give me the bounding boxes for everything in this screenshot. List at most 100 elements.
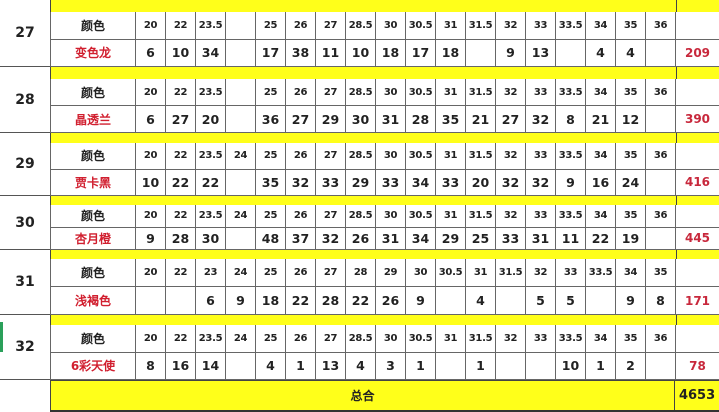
row-total[interactable]: 171 xyxy=(675,287,719,315)
size-cell[interactable]: 31 xyxy=(435,143,465,170)
quantity-cell[interactable]: 31 xyxy=(375,106,405,133)
quantity-cell[interactable]: 19 xyxy=(615,227,645,250)
size-cell[interactable]: 34 xyxy=(585,325,615,353)
quantity-cell[interactable]: 26 xyxy=(375,287,405,315)
size-cell[interactable]: 27 xyxy=(315,143,345,170)
quantity-cell[interactable]: 10 xyxy=(345,39,375,67)
quantity-cell[interactable]: 25 xyxy=(465,227,495,250)
size-cell[interactable]: 23.5 xyxy=(195,325,225,353)
quantity-cell[interactable]: 9 xyxy=(135,227,165,250)
quantity-cell[interactable]: 1 xyxy=(465,352,495,380)
size-cell[interactable]: 24 xyxy=(225,325,255,353)
quantity-cell[interactable]: 1 xyxy=(585,352,615,380)
size-cell[interactable]: 25 xyxy=(255,12,285,40)
quantity-cell[interactable]: 1 xyxy=(285,352,315,380)
size-cell[interactable]: 28.5 xyxy=(345,143,375,170)
size-cell[interactable]: 25 xyxy=(255,79,285,106)
quantity-cell[interactable]: 13 xyxy=(315,352,345,380)
quantity-cell[interactable] xyxy=(225,39,255,67)
quantity-cell[interactable]: 2 xyxy=(615,352,645,380)
quantity-cell[interactable] xyxy=(225,352,255,380)
quantity-cell[interactable]: 28 xyxy=(405,106,435,133)
size-cell[interactable]: 27 xyxy=(315,79,345,106)
quantity-cell[interactable]: 29 xyxy=(435,227,465,250)
size-cell[interactable]: 20 xyxy=(135,12,165,40)
size-cell[interactable]: 23.5 xyxy=(195,12,225,40)
quantity-cell[interactable] xyxy=(645,39,675,67)
quantity-cell[interactable] xyxy=(165,287,195,315)
quantity-cell[interactable]: 16 xyxy=(165,352,195,380)
size-cell[interactable]: 36 xyxy=(645,143,675,170)
size-cell[interactable]: 32 xyxy=(495,79,525,106)
size-cell[interactable]: 31.5 xyxy=(495,259,525,287)
size-cell[interactable]: 20 xyxy=(135,259,165,287)
quantity-cell[interactable]: 22 xyxy=(285,287,315,315)
quantity-cell[interactable]: 48 xyxy=(255,227,285,250)
quantity-cell[interactable]: 12 xyxy=(615,106,645,133)
size-cell[interactable]: 32 xyxy=(495,12,525,40)
size-cell[interactable]: 31 xyxy=(465,259,495,287)
quantity-cell[interactable]: 13 xyxy=(525,39,555,67)
quantity-cell[interactable]: 32 xyxy=(285,169,315,196)
size-cell[interactable]: 28 xyxy=(345,259,375,287)
size-cell[interactable]: 27 xyxy=(315,12,345,40)
size-cell[interactable]: 26 xyxy=(285,143,315,170)
row-total[interactable]: 445 xyxy=(675,227,719,250)
size-cell[interactable]: 31.5 xyxy=(465,205,495,228)
row-total[interactable]: 416 xyxy=(675,169,719,196)
size-cell[interactable]: 33.5 xyxy=(555,325,585,353)
size-cell[interactable]: 26 xyxy=(285,325,315,353)
quantity-cell[interactable]: 31 xyxy=(375,227,405,250)
size-cell[interactable]: 32 xyxy=(495,205,525,228)
size-cell[interactable]: 33 xyxy=(525,143,555,170)
quantity-cell[interactable]: 32 xyxy=(495,169,525,196)
quantity-cell[interactable]: 20 xyxy=(465,169,495,196)
size-cell[interactable]: 35 xyxy=(615,12,645,40)
quantity-cell[interactable]: 10 xyxy=(165,39,195,67)
quantity-cell[interactable]: 29 xyxy=(345,169,375,196)
quantity-cell[interactable] xyxy=(585,287,615,315)
quantity-cell[interactable]: 4 xyxy=(255,352,285,380)
size-cell[interactable] xyxy=(225,12,255,40)
quantity-cell[interactable] xyxy=(645,352,675,380)
size-cell[interactable]: 33 xyxy=(525,79,555,106)
size-cell[interactable]: 20 xyxy=(135,143,165,170)
quantity-cell[interactable]: 17 xyxy=(255,39,285,67)
size-cell[interactable]: 33 xyxy=(525,325,555,353)
quantity-cell[interactable]: 29 xyxy=(315,106,345,133)
size-cell[interactable]: 24 xyxy=(225,143,255,170)
quantity-cell[interactable]: 9 xyxy=(405,287,435,315)
quantity-cell[interactable]: 18 xyxy=(435,39,465,67)
size-cell[interactable]: 31.5 xyxy=(465,325,495,353)
quantity-cell[interactable]: 16 xyxy=(585,169,615,196)
quantity-cell[interactable] xyxy=(435,287,465,315)
size-cell[interactable]: 33 xyxy=(525,205,555,228)
size-cell[interactable]: 23.5 xyxy=(195,79,225,106)
quantity-cell[interactable]: 4 xyxy=(345,352,375,380)
color-name[interactable]: 贾卡黑 xyxy=(50,169,135,196)
quantity-cell[interactable]: 36 xyxy=(255,106,285,133)
size-cell[interactable]: 30 xyxy=(375,325,405,353)
size-cell[interactable]: 27 xyxy=(315,205,345,228)
quantity-cell[interactable] xyxy=(435,352,465,380)
size-cell[interactable]: 33 xyxy=(525,12,555,40)
quantity-cell[interactable]: 32 xyxy=(525,169,555,196)
size-cell[interactable]: 31.5 xyxy=(465,143,495,170)
size-cell[interactable]: 34 xyxy=(615,259,645,287)
quantity-cell[interactable]: 11 xyxy=(315,39,345,67)
quantity-cell[interactable]: 30 xyxy=(345,106,375,133)
quantity-cell[interactable]: 21 xyxy=(585,106,615,133)
quantity-cell[interactable]: 9 xyxy=(555,169,585,196)
size-cell[interactable]: 22 xyxy=(165,12,195,40)
quantity-cell[interactable]: 26 xyxy=(345,227,375,250)
color-name[interactable]: 晶透兰 xyxy=(50,106,135,133)
size-cell[interactable]: 30.5 xyxy=(405,12,435,40)
size-cell[interactable]: 28.5 xyxy=(345,205,375,228)
quantity-cell[interactable]: 6 xyxy=(195,287,225,315)
quantity-cell[interactable]: 27 xyxy=(495,106,525,133)
quantity-cell[interactable] xyxy=(495,352,525,380)
size-cell[interactable]: 36 xyxy=(645,205,675,228)
size-cell[interactable]: 35 xyxy=(645,259,675,287)
quantity-cell[interactable] xyxy=(645,227,675,250)
size-cell[interactable]: 31.5 xyxy=(465,79,495,106)
